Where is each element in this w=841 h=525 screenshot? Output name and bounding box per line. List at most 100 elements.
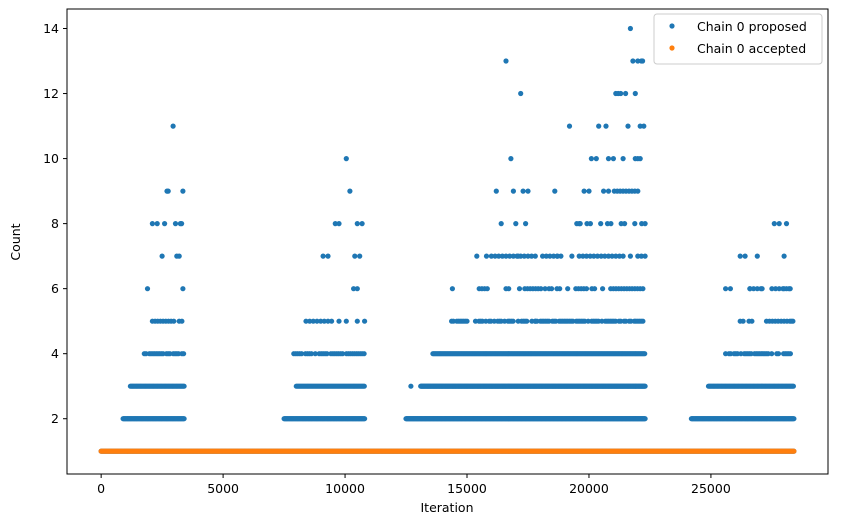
legend-label-proposed: Chain 0 proposed xyxy=(697,19,807,34)
data-point xyxy=(623,90,629,97)
x-tick-label: 5000 xyxy=(207,481,239,496)
data-point xyxy=(362,318,368,324)
data-point xyxy=(642,221,648,227)
data-point xyxy=(310,318,316,324)
data-point xyxy=(524,318,530,324)
data-point xyxy=(144,286,151,292)
data-point xyxy=(538,286,544,292)
data-point xyxy=(587,221,594,227)
data-point xyxy=(520,188,526,194)
data-point xyxy=(547,253,553,259)
data-point xyxy=(518,90,524,97)
y-tick-label: 10 xyxy=(43,151,59,166)
x-tick-label: 25000 xyxy=(691,481,731,496)
data-point xyxy=(484,286,490,292)
data-point xyxy=(513,221,519,227)
data-point xyxy=(521,253,527,259)
y-tick-label: 6 xyxy=(51,281,59,296)
data-point xyxy=(307,318,313,324)
data-point xyxy=(329,318,335,324)
data-point xyxy=(627,253,634,259)
data-point xyxy=(362,416,368,422)
data-point xyxy=(776,221,782,227)
data-point xyxy=(308,351,314,357)
data-point xyxy=(354,286,360,292)
data-point xyxy=(540,253,546,259)
data-point xyxy=(180,286,186,292)
data-point xyxy=(625,123,631,129)
data-point xyxy=(171,318,177,324)
data-point xyxy=(640,318,646,324)
data-point xyxy=(179,221,185,227)
data-point xyxy=(343,318,349,324)
data-point xyxy=(740,318,746,324)
data-point xyxy=(781,286,787,292)
data-point xyxy=(474,253,480,259)
data-point xyxy=(510,188,516,194)
data-point xyxy=(498,221,504,227)
data-point xyxy=(788,318,795,324)
y-tick-label: 4 xyxy=(51,346,59,361)
data-point xyxy=(499,253,505,259)
data-point xyxy=(620,156,626,162)
data-point xyxy=(632,90,638,97)
data-point xyxy=(759,286,765,292)
data-point xyxy=(523,221,529,227)
data-point xyxy=(558,253,564,259)
data-point xyxy=(637,123,643,129)
data-point xyxy=(783,221,790,227)
data-point xyxy=(605,188,612,194)
data-point xyxy=(343,156,349,162)
data-point xyxy=(554,253,560,259)
data-point xyxy=(336,318,342,324)
data-point xyxy=(616,253,623,259)
data-point xyxy=(790,383,797,389)
data-point xyxy=(769,351,775,357)
data-point xyxy=(516,286,523,292)
data-point xyxy=(620,253,626,259)
data-point xyxy=(610,156,617,162)
data-point xyxy=(637,156,643,162)
data-point xyxy=(608,221,614,227)
data-point xyxy=(781,253,787,259)
data-point xyxy=(321,318,327,324)
x-axis-label: Iteration xyxy=(420,500,473,515)
data-point xyxy=(751,286,757,292)
plot-frame xyxy=(66,8,829,475)
data-point xyxy=(771,221,777,227)
data-point xyxy=(170,123,176,129)
data-point xyxy=(627,25,634,32)
data-point xyxy=(622,221,628,227)
data-point xyxy=(587,253,593,259)
points-layer xyxy=(98,25,797,454)
data-point xyxy=(598,253,604,259)
data-point xyxy=(557,286,563,292)
data-point xyxy=(172,221,179,227)
data-point xyxy=(336,221,342,227)
data-point xyxy=(569,253,575,259)
data-point xyxy=(320,253,326,259)
data-point xyxy=(359,221,365,227)
data-point xyxy=(565,286,571,292)
data-point xyxy=(586,188,592,194)
data-point xyxy=(749,318,755,324)
data-point xyxy=(449,286,455,292)
data-point xyxy=(583,286,590,292)
data-point xyxy=(180,188,186,194)
data-point xyxy=(181,351,187,357)
data-point xyxy=(551,253,557,259)
data-point xyxy=(576,253,582,259)
data-point xyxy=(325,318,331,324)
data-point xyxy=(593,156,599,162)
data-point xyxy=(507,253,513,259)
data-point xyxy=(594,253,601,259)
data-point xyxy=(773,286,779,292)
data-point xyxy=(543,253,549,259)
data-point xyxy=(532,318,538,324)
data-point xyxy=(580,253,586,259)
data-point xyxy=(566,123,573,129)
data-point xyxy=(640,286,646,292)
data-point xyxy=(775,351,782,357)
data-point xyxy=(630,58,636,64)
data-point xyxy=(583,253,590,259)
